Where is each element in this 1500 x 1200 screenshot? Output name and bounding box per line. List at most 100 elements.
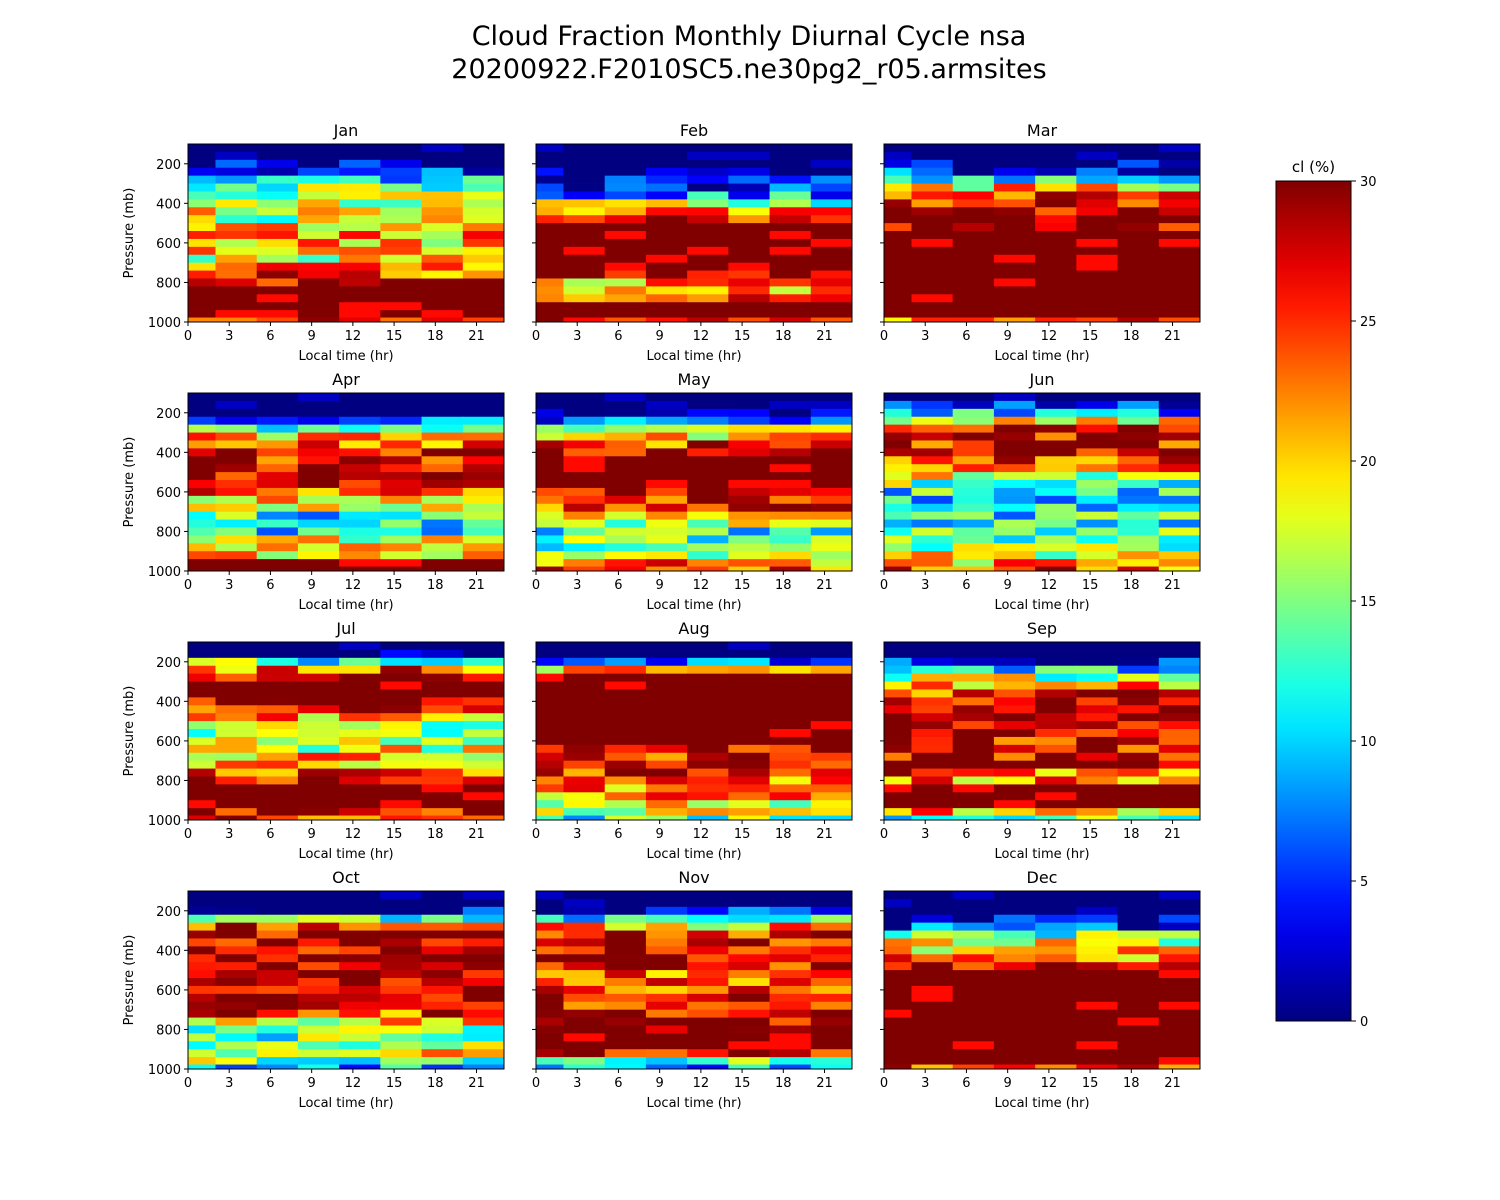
heatmap-cell <box>810 199 852 208</box>
heatmap-cell <box>256 736 299 746</box>
heatmap-cell <box>215 519 258 528</box>
x-tick-label: 3 <box>573 329 581 344</box>
heatmap-cell <box>563 729 606 738</box>
heatmap-cell <box>645 752 688 762</box>
heatmap-cell <box>810 393 852 402</box>
heatmap-cell <box>911 978 954 987</box>
heatmap-cell <box>1076 697 1119 706</box>
heatmap-cell <box>462 776 504 785</box>
heatmap-cell <box>421 792 464 801</box>
heatmap-cell <box>1117 151 1160 161</box>
heatmap-cell <box>1158 207 1200 216</box>
heatmap-cell <box>993 535 1036 544</box>
heatmap-cell <box>993 962 1036 971</box>
heatmap-cell <box>952 1049 995 1058</box>
heatmap-cell <box>810 440 852 449</box>
x-tick-label: 21 <box>816 827 833 842</box>
heatmap-cell <box>1117 317 1160 322</box>
heatmap-cell <box>884 511 913 520</box>
heatmap-cell <box>215 891 258 900</box>
heatmap-cell <box>563 448 606 457</box>
heatmap-cell <box>911 800 954 809</box>
heatmap-cell <box>188 808 217 816</box>
heatmap-cell <box>687 159 730 169</box>
panel-frame <box>883 143 1201 323</box>
heatmap-cell <box>769 1025 812 1034</box>
heatmap-cell <box>884 519 913 528</box>
heatmap-cell <box>728 898 771 908</box>
heatmap-cell <box>687 246 730 256</box>
heatmap-cell <box>188 665 217 675</box>
heatmap-cell <box>1158 566 1200 571</box>
heatmap-cell <box>911 302 954 311</box>
heatmap-cell <box>563 535 606 544</box>
heatmap-cell <box>769 159 812 169</box>
heatmap-cell <box>687 262 730 271</box>
heatmap-cell <box>993 270 1036 279</box>
heatmap-cell <box>604 551 647 560</box>
heatmap-cell <box>256 535 299 544</box>
heatmap-cell <box>1117 440 1160 449</box>
heatmap-cell <box>462 970 504 979</box>
heatmap-cell <box>810 752 852 762</box>
x-tick-label: 9 <box>656 1076 664 1091</box>
heatmap-cell <box>604 559 647 567</box>
heatmap-cell <box>604 689 647 698</box>
heatmap-cell <box>421 970 464 979</box>
heatmap-cell <box>188 642 217 651</box>
heatmap-cell <box>339 891 382 900</box>
x-tick-label: 18 <box>775 329 792 344</box>
heatmap-cell <box>1158 792 1200 801</box>
heatmap-cell <box>810 432 852 441</box>
heatmap-cell <box>462 689 504 698</box>
heatmap-cell <box>993 1041 1036 1050</box>
heatmap-cell <box>911 231 954 240</box>
heatmap-cell <box>645 1001 688 1011</box>
heatmap-cell <box>256 278 299 287</box>
heatmap-cell <box>380 456 423 465</box>
heatmap-cell <box>687 223 730 232</box>
heatmap-cell <box>728 689 771 698</box>
heatmap-cell <box>1035 238 1078 248</box>
heatmap-cell <box>911 551 954 560</box>
heatmap-cell <box>993 1001 1036 1011</box>
heatmap-cell <box>297 472 340 481</box>
heatmap-cell <box>215 1064 258 1069</box>
heatmap-cell <box>188 1057 217 1065</box>
heatmap-cell <box>339 167 382 177</box>
heatmap-cell <box>911 760 954 769</box>
heatmap-cell <box>421 1001 464 1011</box>
heatmap-cell <box>563 254 606 264</box>
heatmap-cell <box>563 543 606 552</box>
heatmap-cell <box>256 559 299 567</box>
x-tick-label: 15 <box>734 578 751 593</box>
heatmap-cell <box>1117 970 1160 979</box>
heatmap-cell <box>380 642 423 651</box>
heatmap-cell <box>769 760 812 769</box>
heatmap-cell <box>604 1017 647 1026</box>
x-tick-label: 15 <box>386 1076 403 1091</box>
heatmap-cell <box>1158 495 1200 505</box>
heatmap-cell <box>1158 238 1200 248</box>
heatmap-cell <box>1076 736 1119 746</box>
heatmap-cell <box>1035 302 1078 311</box>
heatmap-cell <box>1076 962 1119 971</box>
heatmap-cell <box>604 151 647 161</box>
heatmap-cell <box>728 665 771 675</box>
heatmap-cell <box>687 1025 730 1034</box>
heatmap-cell <box>687 898 730 908</box>
heatmap-cell <box>421 721 464 730</box>
heatmap-cell <box>1117 503 1160 513</box>
heatmap-cell <box>188 175 217 184</box>
heatmap-cell <box>1158 270 1200 279</box>
heatmap-cell <box>563 649 606 659</box>
heatmap-cell <box>1035 551 1078 560</box>
heatmap-cell <box>810 1025 852 1034</box>
heatmap-cell <box>462 231 504 240</box>
heatmap-cell <box>728 962 771 971</box>
heatmap-cell <box>462 681 504 690</box>
heatmap-cell <box>604 472 647 481</box>
heatmap-cell <box>1158 175 1200 184</box>
heatmap-cell <box>380 721 423 730</box>
heatmap-cell <box>993 642 1036 651</box>
